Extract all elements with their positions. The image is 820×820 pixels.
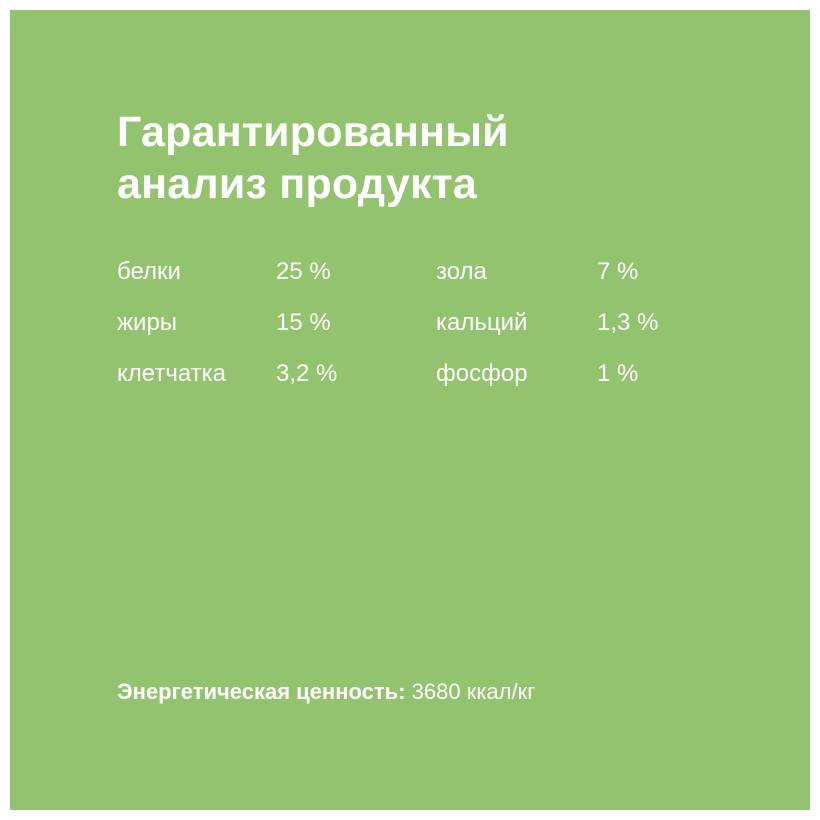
nutrient-name: клетчатка <box>117 360 227 387</box>
nutrient-name: фосфор <box>436 360 528 387</box>
energy-value: 3680 ккал/кг <box>411 679 536 704</box>
nutrient-value: 1 % <box>597 360 639 387</box>
nutrient-value: 25 % <box>276 258 331 285</box>
nutrient-name: белки <box>117 258 181 285</box>
nutrient-value: 7 % <box>597 258 639 285</box>
nutrient-name: зола <box>436 258 487 285</box>
nutrient-name: жиры <box>117 309 178 336</box>
page-title: Гарантированный анализ продукта <box>117 106 509 210</box>
title-line-1: Гарантированный <box>117 108 509 156</box>
nutrient-row: жиры 15 % кальций 1,3 % <box>117 303 717 343</box>
nutrient-value: 15 % <box>276 309 331 336</box>
nutrient-value: 1,3 % <box>597 309 659 336</box>
nutrient-value: 3,2 % <box>276 360 338 387</box>
nutrient-row: клетчатка 3,2 % фосфор 1 % <box>117 354 717 394</box>
nutrient-row: белки 25 % зола 7 % <box>117 252 717 292</box>
nutrient-name: кальций <box>436 309 528 336</box>
nutrient-table: белки 25 % зола 7 % жиры 15 % кальций 1,… <box>117 252 717 412</box>
energy-value-line: Энергетическая ценность: 3680 ккал/кг <box>117 677 535 707</box>
title-line-2: анализ продукта <box>117 160 478 208</box>
analysis-panel: Гарантированный анализ продукта белки 25… <box>10 10 810 810</box>
energy-label: Энергетическая ценность: <box>117 679 406 704</box>
